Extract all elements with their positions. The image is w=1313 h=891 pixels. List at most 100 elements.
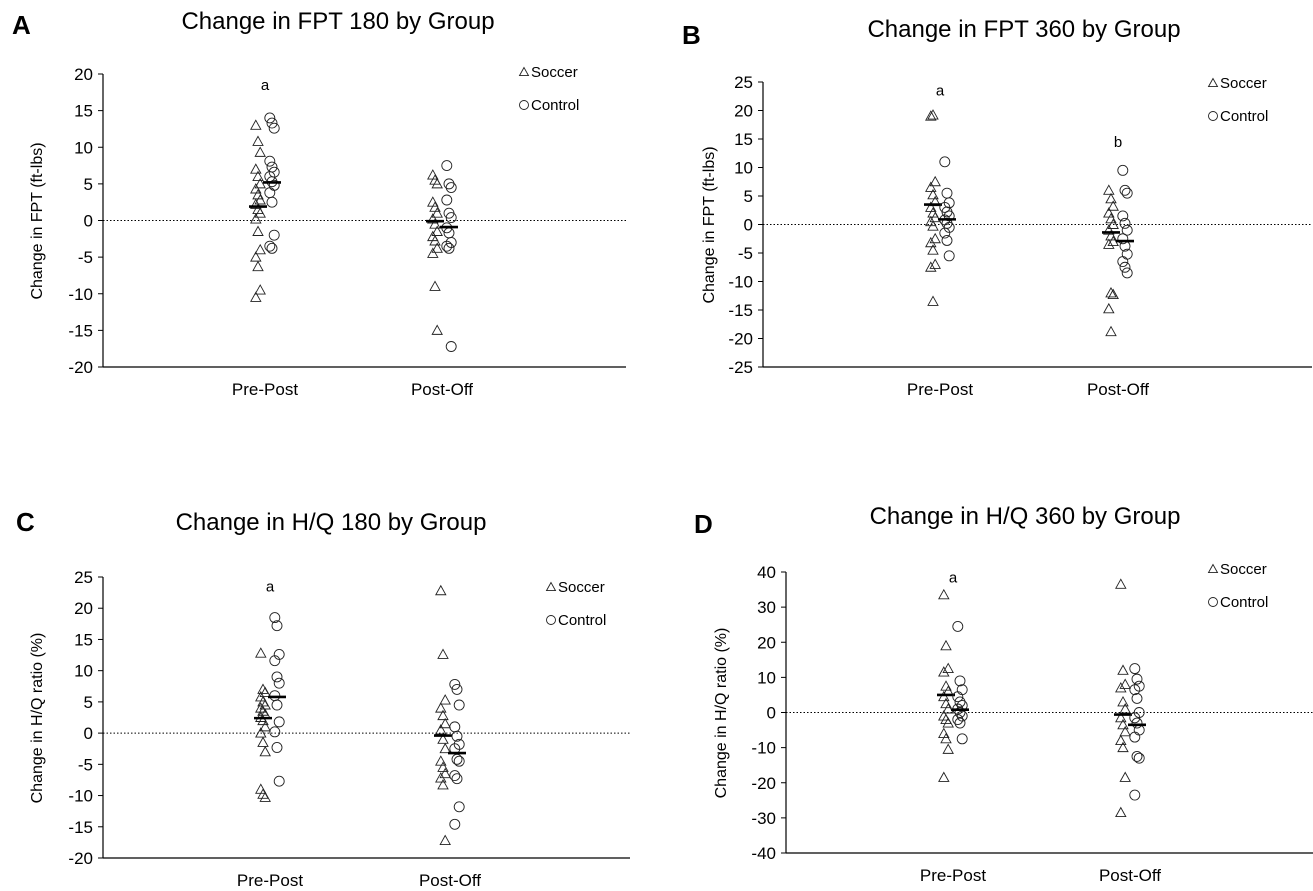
control-point <box>451 773 463 785</box>
y-tick-label: 5 <box>744 187 753 206</box>
y-tick-label: -10 <box>728 273 753 292</box>
soccer-point <box>250 251 262 262</box>
control-point <box>451 730 463 742</box>
control-point <box>453 738 465 750</box>
panel-a: A Change in FPT 180 by Group Change in F… <box>0 0 650 440</box>
y-tick-label: 0 <box>767 704 776 723</box>
soccer-point <box>252 135 264 146</box>
soccer-point <box>259 791 271 802</box>
control-point <box>956 684 968 696</box>
legend-triangle-icon <box>1207 563 1219 574</box>
panel-c: C Change in H/Q 180 by Group Change in H… <box>0 445 650 891</box>
y-tick-label: 15 <box>734 130 753 149</box>
soccer-point <box>439 742 451 754</box>
legend-circle-icon <box>1208 111 1218 121</box>
soccer-point <box>431 225 443 236</box>
significance-letter: a <box>266 578 275 595</box>
legend-circle-icon <box>519 100 529 110</box>
soccer-point <box>1117 696 1129 707</box>
control-point <box>449 770 461 782</box>
soccer-point <box>250 119 262 130</box>
control-point <box>441 160 453 172</box>
control-point <box>271 620 283 632</box>
y-tick-label: -10 <box>68 787 93 806</box>
y-tick-label: 20 <box>74 65 93 84</box>
legend-triangle-icon <box>545 581 557 592</box>
soccer-point <box>927 295 939 306</box>
soccer-point <box>929 175 941 187</box>
control-point <box>1129 663 1141 675</box>
soccer-point <box>929 258 941 269</box>
control-point <box>1131 673 1143 685</box>
y-tick-label: 5 <box>84 693 93 712</box>
control-point <box>954 707 966 718</box>
y-tick-label: -20 <box>68 358 93 377</box>
soccer-point <box>1119 771 1131 782</box>
control-point <box>264 240 276 252</box>
panel-label: D <box>694 509 713 539</box>
soccer-point <box>1119 703 1131 714</box>
control-point <box>1129 712 1141 724</box>
soccer-point <box>927 244 939 255</box>
soccer-point <box>940 639 952 651</box>
soccer-point <box>252 170 264 182</box>
control-point <box>1121 224 1133 236</box>
soccer-point <box>257 714 269 726</box>
control-point <box>1117 233 1129 245</box>
soccer-point <box>1115 681 1127 693</box>
legend-label: Soccer <box>1220 561 1267 578</box>
soccer-point <box>427 247 439 258</box>
soccer-point <box>250 213 262 224</box>
y-tick-label: 0 <box>744 216 753 235</box>
soccer-point <box>942 662 954 674</box>
control-point <box>1129 731 1141 743</box>
soccer-point <box>257 736 269 747</box>
soccer-point <box>938 771 950 782</box>
legend-label: Soccer <box>1220 75 1267 92</box>
y-tick-label: 10 <box>734 159 753 178</box>
soccer-point <box>437 779 449 790</box>
soccer-point <box>927 220 939 231</box>
soccer-point <box>250 291 262 302</box>
soccer-point <box>429 218 441 229</box>
legend-circle-icon <box>1208 597 1218 607</box>
soccer-point <box>254 207 266 218</box>
y-tick-label: 30 <box>757 598 776 617</box>
soccer-point <box>252 225 264 236</box>
soccer-point <box>1119 678 1131 689</box>
control-point <box>1121 267 1133 279</box>
soccer-point <box>1117 664 1129 675</box>
x-category-label: Post-Off <box>1087 380 1149 399</box>
y-tick-label: -10 <box>751 739 776 758</box>
soccer-point <box>439 767 451 779</box>
soccer-point <box>435 584 447 596</box>
x-category-label: Pre-Post <box>237 871 303 890</box>
panel-b: B Change in FPT 360 by Group Change in F… <box>660 0 1313 440</box>
control-point <box>449 818 461 830</box>
control-point <box>264 112 276 124</box>
y-tick-label: 20 <box>734 102 753 121</box>
panel-label: A <box>12 10 31 40</box>
x-category-label: Post-Off <box>419 871 481 890</box>
soccer-point <box>250 163 262 174</box>
soccer-point <box>1107 235 1119 247</box>
soccer-point <box>940 732 952 744</box>
legend-label: Control <box>531 97 579 114</box>
soccer-point <box>1107 200 1119 211</box>
y-tick-label: -25 <box>728 358 753 377</box>
significance-letter: a <box>936 83 945 100</box>
x-category-label: Post-Off <box>1099 866 1161 885</box>
control-point <box>273 677 285 689</box>
control-point <box>269 612 281 624</box>
x-category-label: Pre-Post <box>920 866 986 885</box>
control-point <box>952 620 964 632</box>
soccer-point <box>927 109 939 120</box>
control-point <box>943 210 955 222</box>
soccer-point <box>435 755 447 766</box>
y-tick-label: -15 <box>68 818 93 837</box>
control-point <box>266 117 278 129</box>
control-point <box>943 250 955 262</box>
legend-label: Soccer <box>531 64 578 81</box>
control-point <box>273 716 285 728</box>
chart-title: Change in H/Q 360 by Group <box>869 503 1181 530</box>
